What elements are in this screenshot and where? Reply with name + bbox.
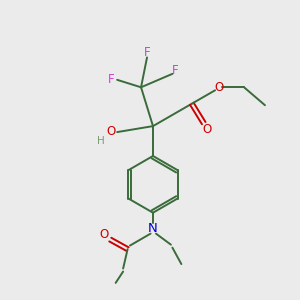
Text: F: F bbox=[172, 64, 179, 77]
Text: O: O bbox=[202, 123, 212, 136]
Text: O: O bbox=[100, 228, 109, 241]
Text: H: H bbox=[97, 136, 105, 146]
Text: N: N bbox=[148, 222, 158, 235]
Text: O: O bbox=[106, 125, 116, 138]
Text: O: O bbox=[214, 81, 223, 94]
Text: F: F bbox=[108, 73, 115, 86]
Text: F: F bbox=[144, 46, 150, 59]
